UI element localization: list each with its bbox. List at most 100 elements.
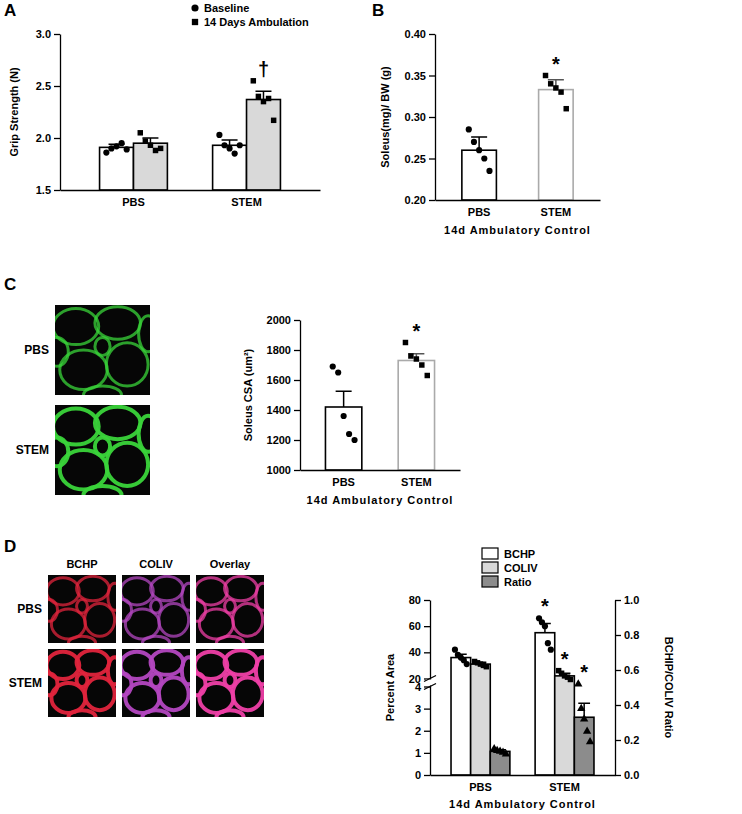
bar bbox=[471, 664, 491, 775]
legend-label: BCHP bbox=[504, 548, 535, 560]
data-point bbox=[476, 147, 482, 153]
tick-mark bbox=[294, 410, 300, 411]
tick-label: 80 bbox=[409, 594, 421, 606]
row-label: STEM bbox=[16, 443, 49, 457]
tick-mark bbox=[424, 753, 430, 754]
y-tick: 1800 bbox=[267, 344, 300, 356]
bar bbox=[555, 676, 575, 775]
cell-outline bbox=[151, 673, 162, 687]
legend-item: 14 Days Ambulation bbox=[192, 16, 309, 28]
y2-axis-title: BCHIP/COLIV Ratio bbox=[663, 637, 675, 739]
panel-label: D bbox=[4, 537, 16, 556]
y-tick: 2.0 bbox=[36, 132, 60, 144]
cell-outline bbox=[95, 307, 141, 339]
data-point bbox=[548, 81, 553, 86]
annotation: * bbox=[541, 595, 549, 617]
legend-swatch bbox=[482, 548, 498, 559]
data-point bbox=[403, 340, 408, 345]
legend-marker bbox=[192, 19, 198, 25]
axis-line bbox=[615, 601, 616, 776]
annotation: † bbox=[258, 58, 269, 80]
tick-mark bbox=[54, 34, 60, 35]
bar bbox=[100, 147, 134, 190]
cell-outline bbox=[122, 599, 132, 621]
column-label: COLIV bbox=[139, 558, 173, 570]
data-point bbox=[216, 132, 222, 138]
bar-series bbox=[462, 73, 573, 200]
axis-break bbox=[424, 675, 436, 689]
y-tick: 3.0 bbox=[36, 28, 60, 40]
tick-mark bbox=[429, 117, 435, 118]
x-axis: PBS STEM bbox=[436, 200, 601, 218]
axis-line bbox=[435, 35, 436, 201]
cell-outline bbox=[95, 407, 141, 439]
cell-outline bbox=[108, 657, 116, 684]
data-point bbox=[580, 714, 588, 721]
y-tick: 1 bbox=[415, 747, 430, 759]
tick-label: 1400 bbox=[267, 404, 291, 416]
y-tick: 1200 bbox=[267, 434, 300, 446]
tick-mark bbox=[429, 200, 435, 201]
data-point bbox=[408, 353, 413, 358]
tick-label: 1000 bbox=[267, 464, 291, 476]
bar-series bbox=[100, 132, 247, 190]
plot-area bbox=[462, 73, 573, 200]
panel-label: B bbox=[372, 1, 384, 20]
x-axis-title: 14d Ambulatory Control bbox=[449, 798, 596, 810]
y-tick: 0.30 bbox=[405, 111, 435, 123]
tick-mark bbox=[294, 380, 300, 381]
tick-label: 0.6 bbox=[624, 664, 639, 676]
axis-line bbox=[430, 601, 431, 776]
cell-outline bbox=[225, 576, 258, 600]
tick-label: 1.5 bbox=[36, 184, 51, 196]
bar bbox=[247, 100, 281, 190]
cell-outline bbox=[151, 599, 162, 613]
bar bbox=[325, 407, 361, 470]
tick-mark bbox=[429, 158, 435, 159]
y-tick: 1400 bbox=[267, 404, 300, 416]
cell-outline bbox=[77, 650, 110, 674]
cell-outline bbox=[77, 599, 88, 613]
bar bbox=[574, 717, 594, 775]
cell-outline bbox=[225, 650, 258, 674]
tick-mark bbox=[429, 34, 435, 35]
data-point bbox=[143, 138, 148, 143]
tick-label: 0.30 bbox=[405, 111, 426, 123]
tick-label: 0.2 bbox=[624, 734, 639, 746]
x-tick: STEM bbox=[401, 470, 432, 488]
data-point bbox=[419, 362, 424, 367]
data-point bbox=[568, 677, 573, 682]
cell-outline bbox=[196, 599, 206, 621]
data-point bbox=[425, 373, 430, 378]
tick-mark bbox=[424, 775, 430, 776]
tick-label: STEM bbox=[541, 206, 572, 218]
tick-label: 1600 bbox=[267, 374, 291, 386]
tick-label: PBS bbox=[122, 196, 145, 208]
y-tick: 1000 bbox=[267, 464, 300, 476]
tick-label: 2 bbox=[415, 725, 421, 737]
data-point bbox=[271, 118, 276, 123]
x-tick: PBS bbox=[468, 200, 491, 218]
tick-mark bbox=[294, 320, 300, 321]
data-point bbox=[256, 94, 261, 99]
tick-label: 0 bbox=[415, 769, 421, 781]
data-point bbox=[577, 704, 585, 711]
cell-outline bbox=[225, 673, 236, 687]
cell-outline bbox=[77, 673, 88, 687]
micrograph bbox=[55, 305, 150, 395]
legend-item: COLIV bbox=[482, 562, 538, 574]
micrograph bbox=[196, 649, 264, 717]
annotation: * bbox=[561, 648, 569, 670]
y-axis: 1.52.02.53.0 bbox=[36, 28, 61, 196]
cell-outline bbox=[256, 657, 264, 684]
micrograph bbox=[122, 575, 190, 643]
x-axis: PBSSTEM bbox=[431, 775, 616, 793]
tick-label: 3 bbox=[415, 703, 421, 715]
data-point bbox=[232, 151, 238, 157]
data-point bbox=[226, 145, 232, 151]
data-point bbox=[351, 437, 357, 443]
tick-mark bbox=[615, 670, 621, 671]
legend-marker bbox=[191, 4, 198, 11]
cell-outline bbox=[182, 657, 190, 684]
data-point bbox=[119, 140, 125, 146]
